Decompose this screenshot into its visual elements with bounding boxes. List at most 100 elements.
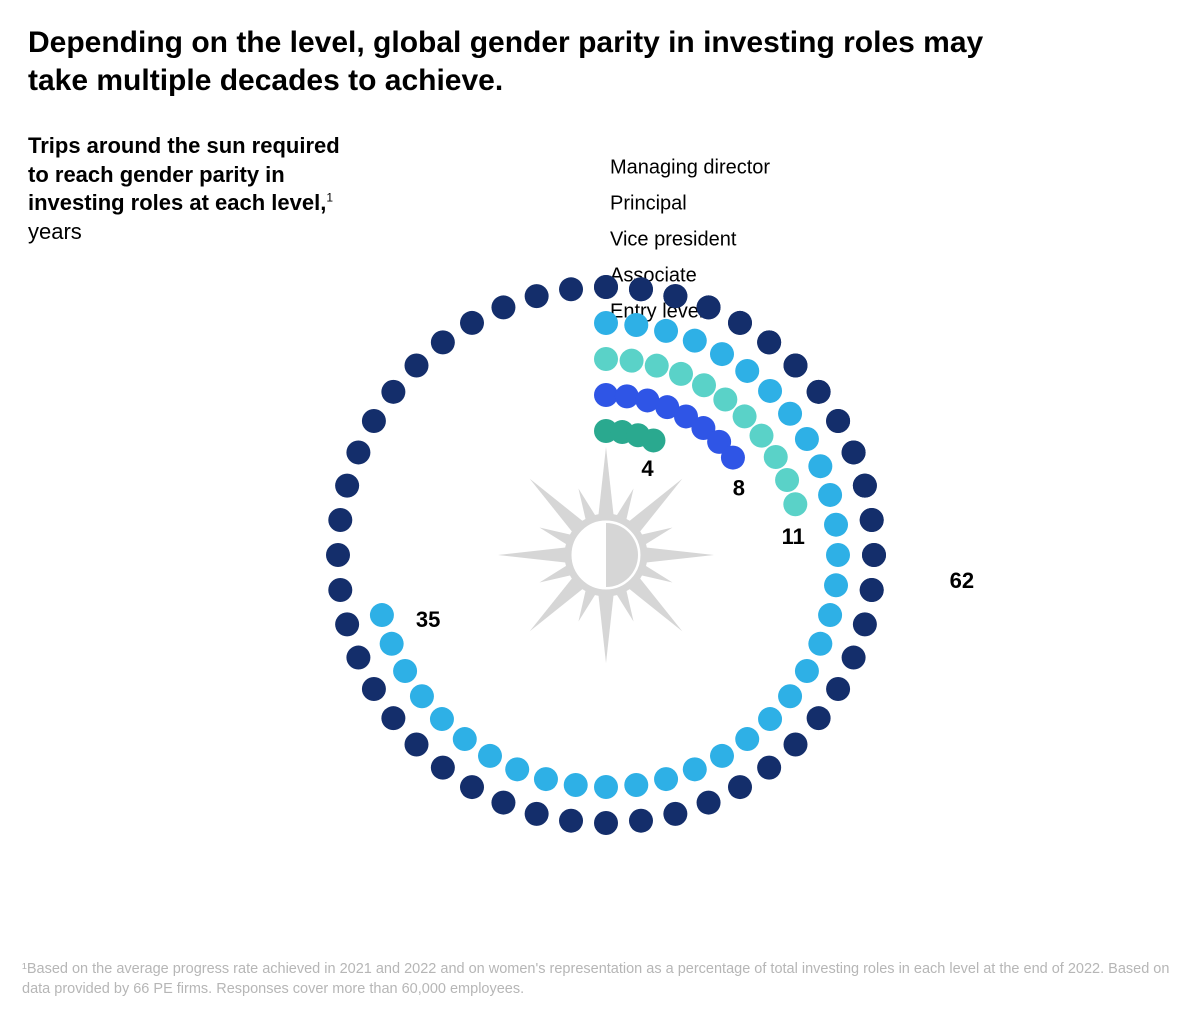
ring-dot [381, 706, 405, 730]
ring-dot [615, 384, 639, 408]
ring-dot [594, 275, 618, 299]
ring-dot [335, 612, 359, 636]
ring-dot [381, 380, 405, 404]
ring-dot [697, 791, 721, 815]
ring-dot [824, 513, 848, 537]
series-label: Entry level [610, 300, 703, 322]
ring-dot [669, 362, 693, 386]
ring-dot [710, 744, 734, 768]
ring-dot [559, 277, 583, 301]
ring-dot [410, 684, 434, 708]
ring-dot [478, 744, 502, 768]
ring-dot [362, 409, 386, 433]
ring-dot [710, 342, 734, 366]
ring-dot [624, 313, 648, 337]
ring-dot [370, 603, 394, 627]
ring-dot [818, 603, 842, 627]
ring-dot [757, 756, 781, 780]
ring-dot [775, 468, 799, 492]
ring-dot [683, 329, 707, 353]
ring-dot [842, 646, 866, 670]
ring-dot [335, 474, 359, 498]
ring-dot [697, 295, 721, 319]
chart-footnote: ¹Based on the average progress rate achi… [22, 960, 1172, 999]
ring-dot [758, 379, 782, 403]
ring-dot [594, 311, 618, 335]
ring-dot [795, 427, 819, 451]
ring-managing-director: Managing director 62 [326, 156, 974, 835]
ring-dot [728, 311, 752, 335]
series-label: Principal [610, 192, 687, 214]
ring-dot [629, 277, 653, 301]
ring-dot [683, 757, 707, 781]
ring-dot [826, 409, 850, 433]
series-label: Associate [610, 264, 697, 286]
ring-dot [491, 295, 515, 319]
ring-dot [620, 349, 644, 373]
ring-dot [431, 330, 455, 354]
ring-dot [663, 802, 687, 826]
ring-dot [728, 775, 752, 799]
ring-dot [757, 330, 781, 354]
ring-dot [431, 756, 455, 780]
series-value: 4 [641, 456, 654, 481]
ring-dot [713, 388, 737, 412]
ring-dot [783, 492, 807, 516]
ring-dot [453, 727, 477, 751]
ring-dot [735, 727, 759, 751]
ring-dot [721, 446, 745, 470]
ring-dot [405, 733, 429, 757]
ring-dot [860, 578, 884, 602]
ring-dot [842, 440, 866, 464]
ring-dot [594, 347, 618, 371]
ring-dot [654, 767, 678, 791]
sun-icon [498, 447, 714, 663]
ring-dot [624, 773, 648, 797]
ring-dot [629, 809, 653, 833]
ring-dot [778, 402, 802, 426]
ring-dot [346, 646, 370, 670]
ring-dot [853, 612, 877, 636]
ring-dot [564, 773, 588, 797]
ring-dot [735, 359, 759, 383]
ring-dot [460, 775, 484, 799]
ring-dot [362, 677, 386, 701]
ring-dot [758, 707, 782, 731]
ring-dot [491, 791, 515, 815]
ring-dot [641, 428, 665, 452]
ring-dot [807, 380, 831, 404]
ring-dot [784, 733, 808, 757]
ring-dot [733, 404, 757, 428]
ring-dot [750, 424, 774, 448]
ring-dot [764, 445, 788, 469]
series-label: Managing director [610, 156, 770, 178]
radial-dot-chart: Entry level4Associate8Vice president11Pr… [0, 0, 1200, 1017]
ring-dot [430, 707, 454, 731]
ring-dot [818, 483, 842, 507]
series-label: Vice president [610, 228, 737, 250]
ring-dot [380, 632, 404, 656]
ring-dot [328, 508, 352, 532]
ring-dot [808, 632, 832, 656]
ring-dot [654, 319, 678, 343]
ring-dot [853, 474, 877, 498]
ring-dot [328, 578, 352, 602]
series-value: 35 [416, 607, 440, 632]
ring-dot [594, 383, 618, 407]
ring-dot [795, 659, 819, 683]
ring-dot [862, 543, 886, 567]
ring-dot [784, 354, 808, 378]
ring-dot [393, 659, 417, 683]
series-value: 8 [733, 475, 745, 500]
ring-dot [505, 757, 529, 781]
ring-dot [326, 543, 350, 567]
ring-dot [525, 802, 549, 826]
series-value: 62 [950, 568, 974, 593]
ring-dot [405, 354, 429, 378]
ring-dot [808, 454, 832, 478]
ring-dot [826, 677, 850, 701]
ring-dot [860, 508, 884, 532]
ring-dot [346, 440, 370, 464]
ring-dot [594, 811, 618, 835]
ring-dot [594, 775, 618, 799]
